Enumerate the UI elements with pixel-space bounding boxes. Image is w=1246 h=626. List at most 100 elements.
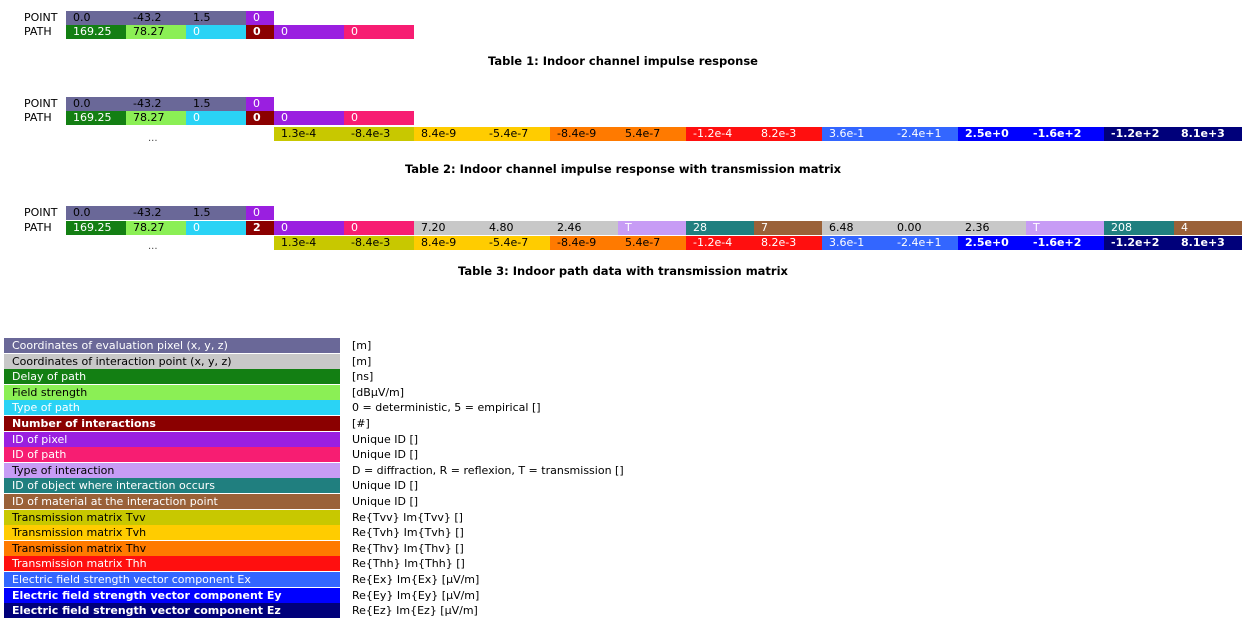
legend-description: Unique ID [] — [352, 432, 419, 446]
legend-swatch-label: Type of interaction — [4, 462, 340, 478]
path-cell: 0 — [186, 25, 246, 39]
point-cell: 1.5 — [186, 11, 246, 25]
legend-swatch-label: Delay of path — [4, 369, 340, 385]
table-3-caption: Table 3: Indoor path data with transmiss… — [458, 264, 788, 278]
legend-description: Re{Tvv} Im{Tvv} [] — [352, 510, 463, 524]
legend-description: [ns] — [352, 370, 374, 384]
matrix-cell: -8.4e-9 — [550, 127, 618, 141]
point-cell: -43.2 — [126, 206, 186, 220]
matrix-cell: -5.4e-7 — [482, 127, 550, 141]
point-cell: 0.0 — [66, 11, 126, 25]
path-cell: 0 — [344, 25, 414, 39]
path-cell: T — [1026, 221, 1104, 235]
legend-swatch-label: ID of path — [4, 447, 340, 463]
path-cell: 78.27 — [126, 111, 186, 125]
matrix-cell: -1.2e+2 — [1104, 127, 1174, 141]
matrix-cell: 5.4e-7 — [618, 127, 686, 141]
path-cell: 208 — [1104, 221, 1174, 235]
matrix-cell: -8.4e-3 — [344, 127, 414, 141]
point-cell: 0 — [246, 97, 274, 111]
matrix-cell: -2.4e+1 — [890, 127, 958, 141]
path-cell: 0 — [274, 25, 344, 39]
legend-swatch-label: ID of object where interaction occurs — [4, 478, 340, 494]
path-cell: 78.27 — [126, 25, 186, 39]
legend-description: Re{Ez} Im{Ez} [µV/m] — [352, 604, 478, 618]
matrix-cell: -1.2e-4 — [686, 236, 754, 250]
matrix-cell: 1.3e-4 — [274, 236, 344, 250]
path-cell: T — [618, 221, 686, 235]
matrix-cell: 8.1e+3 — [1174, 236, 1242, 250]
legend-description: D = diffraction, R = reflexion, T = tran… — [352, 463, 624, 477]
path-cell: 2.36 — [958, 221, 1026, 235]
point-cell: -43.2 — [126, 11, 186, 25]
table-2-caption: Table 2: Indoor channel impulse response… — [404, 162, 842, 176]
path-cell: 0 — [186, 221, 246, 235]
table-1-caption: Table 1: Indoor channel impulse response — [488, 54, 758, 68]
path-cell: 169.25 — [66, 111, 126, 125]
legend-swatch-label: Transmission matrix Tvv — [4, 509, 340, 525]
legend-swatch-label: Number of interactions — [4, 416, 340, 431]
matrix-cell: 8.2e-3 — [754, 236, 822, 250]
path-cell: 7 — [754, 221, 822, 235]
path-row-label: PATH — [24, 25, 52, 38]
path-row-label: PATH — [24, 111, 52, 124]
path-cell: 0 — [246, 25, 274, 39]
legend-swatch-label: Field strength — [4, 384, 340, 400]
legend-description: Re{Ey} Im{Ey} [µV/m] — [352, 588, 480, 602]
legend-description: [m] — [352, 339, 372, 352]
path-cell: 2 — [246, 221, 274, 235]
legend-description: [#] — [352, 417, 370, 430]
path-cell: 28 — [686, 221, 754, 235]
legend-description: [dBµV/m] — [352, 385, 405, 399]
path-cell: 0 — [274, 221, 344, 235]
path-cell: 4 — [1174, 221, 1242, 235]
legend-swatch-label: Electric field strength vector component… — [4, 603, 340, 619]
point-cell: 1.5 — [186, 206, 246, 220]
point-row-label: POINT — [24, 97, 58, 110]
matrix-cell: -8.4e-3 — [344, 236, 414, 250]
matrix-cell: 8.2e-3 — [754, 127, 822, 141]
path-cell: 0 — [186, 111, 246, 125]
legend-swatch-label: Transmission matrix Tvh — [4, 525, 340, 541]
matrix-cell: -2.4e+1 — [890, 236, 958, 250]
matrix-cell: -8.4e-9 — [550, 236, 618, 250]
legend-swatch-label: Electric field strength vector component… — [4, 587, 340, 603]
point-cell: 0.0 — [66, 97, 126, 111]
matrix-cell: 3.6e-1 — [822, 127, 890, 141]
path-cell: 6.48 — [822, 221, 890, 235]
legend-description: 0 = deterministic, 5 = empirical [] — [352, 401, 541, 415]
matrix-cell: -1.2e+2 — [1104, 236, 1174, 250]
matrix-cell: 1.3e-4 — [274, 127, 344, 141]
ellipsis: ... — [148, 241, 158, 252]
legend-description: [m] — [352, 354, 372, 368]
legend-description: Re{Thv} Im{Thv} [] — [352, 541, 464, 555]
point-cell: 0.0 — [66, 206, 126, 220]
path-cell: 4.80 — [482, 221, 550, 235]
matrix-cell: 3.6e-1 — [822, 236, 890, 250]
legend-description: Re{Thh} Im{Thh} [] — [352, 557, 465, 571]
matrix-cell: -1.6e+2 — [1026, 236, 1104, 250]
path-cell: 169.25 — [66, 25, 126, 39]
path-row-label: PATH — [24, 221, 52, 234]
path-cell: 78.27 — [126, 221, 186, 235]
legend-description: Re{Ex} Im{Ex} [µV/m] — [352, 573, 480, 586]
path-cell: 169.25 — [66, 221, 126, 235]
matrix-cell: 2.5e+0 — [958, 236, 1026, 250]
legend-swatch-label: ID of pixel — [4, 431, 340, 447]
path-cell: 0 — [246, 111, 274, 125]
point-cell: 0 — [246, 206, 274, 220]
matrix-cell: 8.1e+3 — [1174, 127, 1242, 141]
legend-swatch-label: Transmission matrix Thv — [4, 540, 340, 556]
legend-description: Unique ID [] — [352, 479, 419, 493]
path-cell: 0 — [344, 111, 414, 125]
legend-swatch-label: Transmission matrix Thh — [4, 556, 340, 572]
path-cell: 7.20 — [414, 221, 482, 235]
point-cell: 1.5 — [186, 97, 246, 111]
legend-swatch-label: ID of material at the interaction point — [4, 494, 340, 509]
legend-description: Unique ID [] — [352, 495, 419, 508]
matrix-cell: -5.4e-7 — [482, 236, 550, 250]
path-cell: 0 — [274, 111, 344, 125]
path-cell: 0.00 — [890, 221, 958, 235]
matrix-cell: 8.4e-9 — [414, 236, 482, 250]
legend-swatch-label: Coordinates of evaluation pixel (x, y, z… — [4, 338, 340, 353]
